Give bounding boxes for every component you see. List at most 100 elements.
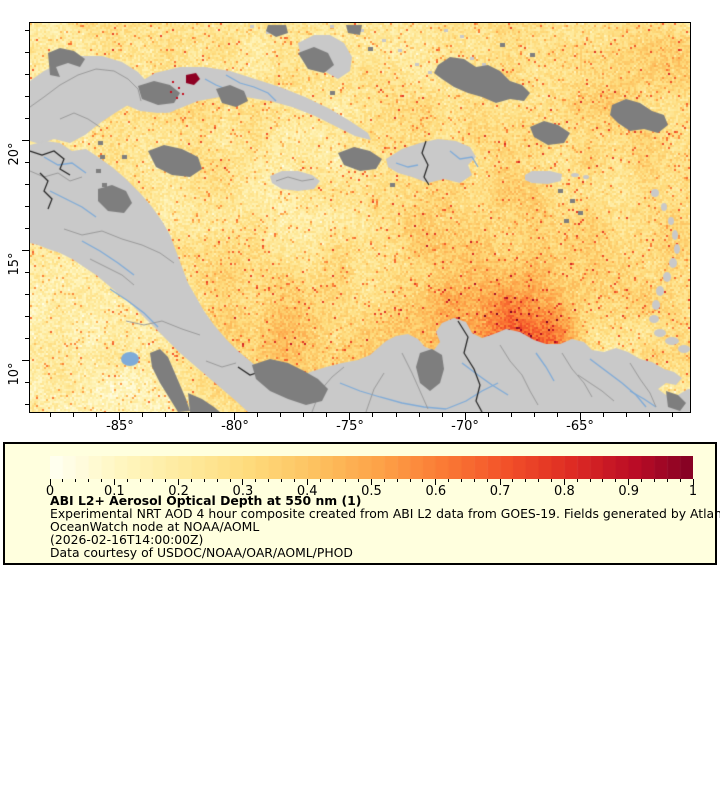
- y-minor-tick: [25, 183, 29, 185]
- colorbar-minor-tick: [75, 479, 77, 482]
- colorbar-major-tick: [306, 479, 308, 485]
- x-tick-label: -75°: [336, 419, 364, 434]
- x-minor-tick: [165, 413, 167, 417]
- colorbar-minor-tick: [473, 479, 475, 482]
- colorbar-tick-label: 1: [688, 484, 698, 499]
- legend-line: Experimental NRT AOD 4 hour composite cr…: [50, 505, 720, 521]
- x-tick-label: -70°: [451, 419, 479, 434]
- colorbar-tick-label: 0.2: [168, 484, 189, 499]
- colorbar-major-tick: [113, 479, 115, 485]
- colorbar-minor-tick: [190, 479, 192, 482]
- colorbar-major-tick: [242, 479, 244, 485]
- colorbar-minor-tick: [152, 479, 154, 482]
- x-tick-label: -65°: [566, 419, 594, 434]
- x-major-tick: [579, 413, 581, 420]
- colorbar-minor-tick: [280, 479, 282, 482]
- x-tick-label: -85°: [106, 419, 134, 434]
- x-major-tick: [464, 413, 466, 420]
- x-minor-tick: [418, 413, 420, 417]
- legend-line: OceanWatch node at NOAA/AOML: [50, 518, 260, 534]
- x-minor-tick: [188, 413, 190, 417]
- x-minor-tick: [533, 413, 535, 417]
- x-minor-tick: [602, 413, 604, 417]
- colorbar-tick-label: 0.5: [361, 484, 382, 499]
- colorbar-minor-tick: [602, 479, 604, 482]
- y-minor-tick: [25, 95, 29, 97]
- x-minor-tick: [556, 413, 558, 417]
- colorbar-tick-label: 0.1: [103, 484, 125, 499]
- colorbar-minor-tick: [100, 479, 102, 482]
- colorbar-minor-tick: [396, 479, 398, 482]
- colorbar-tick-label: 0.9: [618, 484, 640, 499]
- y-minor-tick: [25, 403, 29, 405]
- x-major-tick: [234, 413, 236, 420]
- y-minor-tick: [25, 73, 29, 75]
- x-major-tick: [119, 413, 121, 420]
- colorbar-major-tick: [563, 479, 565, 485]
- x-minor-tick: [648, 413, 650, 417]
- y-tick-label: 15°: [7, 252, 22, 276]
- x-minor-tick: [625, 413, 627, 417]
- colorbar-tick-label: 0.8: [554, 484, 575, 499]
- colorbar-minor-tick: [461, 479, 463, 482]
- colorbar-minor-tick: [203, 479, 205, 482]
- x-minor-tick: [441, 413, 443, 417]
- y-minor-tick: [25, 337, 29, 339]
- y-major-tick: [22, 249, 29, 251]
- y-minor-tick: [25, 293, 29, 295]
- colorbar-minor-tick: [293, 479, 295, 482]
- colorbar-minor-tick: [88, 479, 90, 482]
- y-minor-tick: [25, 381, 29, 383]
- x-minor-tick: [510, 413, 512, 417]
- y-minor-tick: [25, 205, 29, 207]
- y-major-tick: [22, 139, 29, 141]
- x-minor-tick: [280, 413, 282, 417]
- colorbar-minor-tick: [409, 479, 411, 482]
- y-minor-tick: [25, 51, 29, 53]
- x-minor-tick: [303, 413, 305, 417]
- legend-title: ABI L2+ Aerosol Optical Depth at 550 nm …: [50, 493, 362, 508]
- colorbar-minor-tick: [666, 479, 668, 482]
- x-minor-tick: [395, 413, 397, 417]
- x-minor-tick: [372, 413, 374, 417]
- x-minor-tick: [96, 413, 98, 417]
- colorbar-tick-label: 0.7: [489, 484, 511, 499]
- aod-map-canvas: [30, 23, 690, 412]
- x-minor-tick: [142, 413, 144, 417]
- colorbar-minor-tick: [216, 479, 218, 482]
- colorbar-tick-label: 0.4: [296, 484, 318, 499]
- x-minor-tick: [671, 413, 673, 417]
- colorbar-minor-tick: [62, 479, 64, 482]
- y-minor-tick: [25, 161, 29, 163]
- y-tick-label: 10°: [7, 362, 22, 386]
- y-major-tick: [22, 359, 29, 361]
- colorbar-major-tick: [692, 479, 694, 485]
- colorbar: [50, 456, 693, 479]
- colorbar-major-tick: [178, 479, 180, 485]
- legend-text-block: ABI L2+ Aerosol Optical Depth at 550 nm …: [50, 493, 720, 560]
- x-minor-tick: [73, 413, 75, 417]
- colorbar-minor-tick: [268, 479, 270, 482]
- legend-panel: 0 0.1 0.2 0.3 0.4 0.5 0.6 0.7 0.8 0.9 1 ABI L2+ Ae…: [3, 442, 720, 565]
- colorbar-minor-tick: [551, 479, 553, 482]
- colorbar-tick-label: 0.6: [425, 484, 447, 499]
- legend-line: (2026-02-16T14:00:00Z): [50, 531, 204, 547]
- colorbar-minor-tick: [486, 479, 488, 482]
- x-minor-tick: [257, 413, 259, 417]
- colorbar-minor-tick: [422, 479, 424, 482]
- colorbar-minor-tick: [358, 479, 360, 482]
- colorbar-minor-tick: [165, 479, 167, 482]
- colorbar-minor-tick: [653, 479, 655, 482]
- colorbar-minor-tick: [319, 479, 321, 482]
- colorbar-tick-label: 0.3: [232, 484, 254, 499]
- colorbar-minor-tick: [641, 479, 643, 482]
- y-tick-label: 20°: [7, 142, 22, 166]
- x-minor-tick: [487, 413, 489, 417]
- colorbar-major-tick: [435, 479, 437, 485]
- y-minor-tick: [25, 29, 29, 31]
- y-minor-tick: [25, 227, 29, 229]
- colorbar-tick-label: 0: [45, 484, 55, 499]
- colorbar-major-tick: [628, 479, 630, 485]
- map-frame: [29, 22, 691, 413]
